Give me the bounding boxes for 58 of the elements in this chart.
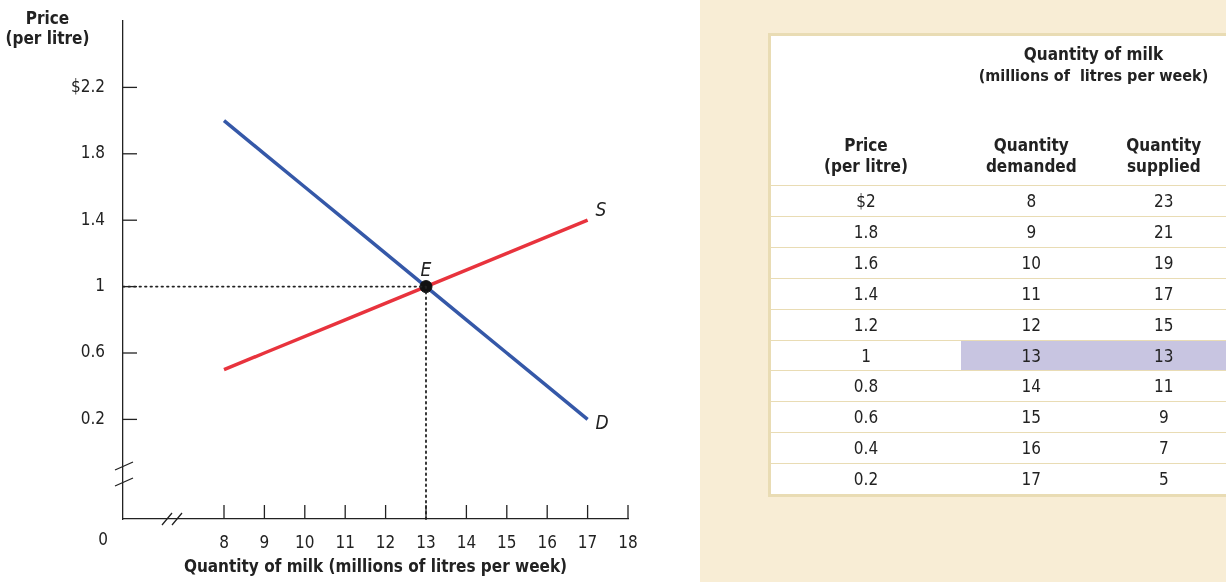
series-label: D (595, 411, 609, 434)
series-label: S (595, 198, 607, 221)
x-tick-label: Quantity demanded (984, 133, 1078, 178)
y-tick-label: 1.4 (771, 278, 961, 310)
data-label: 11 (961, 278, 1102, 310)
y-tick-label: 1 (95, 275, 105, 296)
x-tick-label: 18 (618, 531, 638, 552)
chart-title: Quantity of milk (1022, 44, 1165, 65)
annotation: E (420, 258, 432, 281)
y-tick-label: $2 (771, 185, 961, 217)
data-label: 13 (1101, 340, 1226, 371)
y-tick-label: 0.2 (771, 463, 961, 494)
y-tick-label: 1.6 (771, 247, 961, 279)
y-tick-label: 1 (771, 340, 961, 371)
x-tick-label: 16 (537, 531, 557, 552)
y-tick-label: 1.8 (80, 142, 105, 163)
data-label: 11 (1101, 370, 1226, 402)
y-tick-label: 1.4 (80, 208, 105, 229)
x-tick-label: 13 (416, 531, 436, 552)
data-label: 10 (961, 247, 1102, 279)
x-tick-label: 12 (375, 531, 396, 552)
y-tick-label: 0.4 (771, 432, 961, 464)
data-label: 7 (1101, 432, 1226, 464)
data-label: 15 (961, 401, 1102, 433)
x-tick-label: 11 (335, 531, 355, 552)
data-label: 9 (1101, 401, 1226, 433)
x-tick-label: 14 (456, 531, 477, 552)
x-tick-label: 15 (497, 531, 517, 552)
chart-subtitle: (millions of litres per week) (977, 65, 1210, 86)
data-label: 21 (1101, 216, 1226, 248)
data-label: 13 (961, 340, 1102, 371)
data-label: 23 (1101, 185, 1226, 217)
data-label: 15 (1101, 309, 1226, 341)
data-label: 12 (961, 309, 1102, 341)
data-label: 8 (961, 185, 1102, 217)
x-axis-title: Quantity of milk (millions of litres per week) (183, 556, 568, 577)
data-label: 16 (961, 432, 1102, 464)
y-tick-label: 0.8 (771, 370, 961, 402)
y-axis-title: Price (per litre) (823, 133, 909, 178)
y-tick-label: $2.2 (70, 75, 105, 96)
y-tick-label: 0.6 (771, 401, 961, 433)
data-label: 9 (961, 216, 1102, 248)
x-tick-label: 9 (259, 531, 270, 552)
data-label: 14 (961, 370, 1102, 402)
y-tick-label: 0.6 (80, 341, 105, 362)
data-label: 17 (1101, 278, 1226, 310)
x-tick-label: Quantity supplied (1125, 133, 1203, 178)
data-label: 19 (1101, 247, 1226, 279)
y-tick-label: 1.2 (771, 309, 961, 341)
x-tick-label: 17 (577, 531, 598, 552)
y-axis-title: Price (per litre) (4, 8, 91, 48)
text: 0 (98, 529, 108, 550)
data-label: 5 (1101, 463, 1226, 494)
x-tick-label: 10 (295, 531, 315, 552)
x-tick-label: 8 (219, 531, 229, 552)
y-tick-label: 1.8 (771, 216, 961, 248)
y-tick-label: 0.2 (80, 407, 105, 428)
data-label: 17 (961, 463, 1102, 494)
